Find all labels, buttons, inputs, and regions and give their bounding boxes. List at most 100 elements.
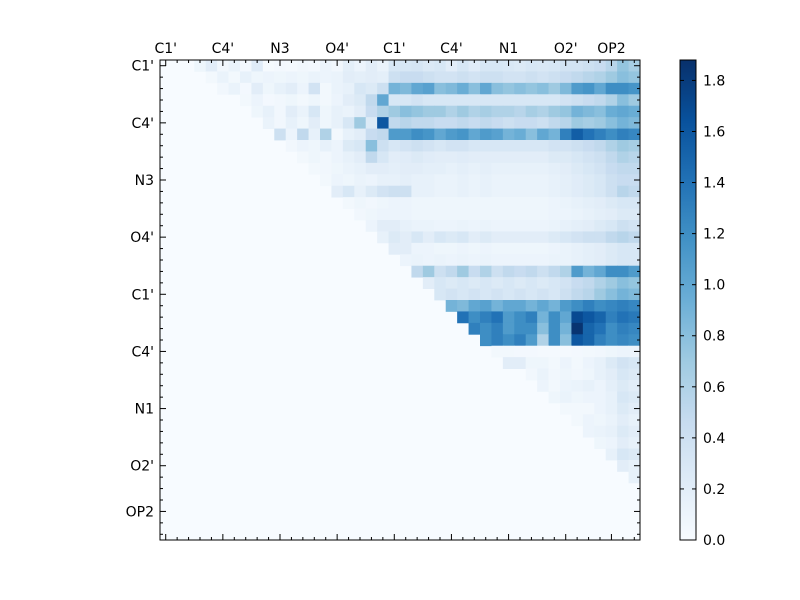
heatmap-cell bbox=[537, 151, 549, 164]
heatmap-cell bbox=[217, 82, 229, 95]
heatmap-cell bbox=[582, 71, 595, 84]
heatmap-cell bbox=[388, 71, 401, 84]
heatmap-cell bbox=[400, 140, 412, 152]
y-tick-label: OP2 bbox=[126, 504, 154, 520]
heatmap-cell bbox=[331, 82, 344, 95]
heatmap-cell bbox=[594, 174, 607, 187]
heatmap-cell bbox=[411, 174, 424, 187]
heatmap-cell bbox=[571, 254, 584, 267]
heatmap-cell bbox=[297, 140, 309, 152]
x-tick-label: C4' bbox=[212, 41, 235, 57]
heatmap-cell bbox=[525, 197, 538, 209]
heatmap-cell bbox=[537, 60, 549, 72]
heatmap-cell bbox=[468, 300, 481, 312]
heatmap-cell bbox=[525, 322, 538, 335]
heatmap-cell bbox=[251, 71, 264, 84]
heatmap-cell bbox=[377, 60, 389, 72]
heatmap-cell bbox=[491, 82, 504, 95]
heatmap-cell bbox=[365, 105, 378, 118]
heatmap-cell bbox=[617, 460, 629, 472]
heatmap-cell bbox=[582, 277, 595, 289]
heatmap-cell bbox=[560, 82, 572, 95]
heatmap-cell bbox=[548, 357, 561, 369]
heatmap-cell bbox=[548, 71, 561, 84]
x-tick-label: O2' bbox=[554, 41, 578, 57]
heatmap-cell bbox=[628, 300, 641, 312]
heatmap-cell bbox=[571, 60, 584, 72]
heatmap-cell bbox=[525, 345, 538, 358]
heatmap-cell bbox=[331, 94, 344, 107]
heatmap-cell bbox=[594, 151, 607, 164]
heatmap-cell bbox=[365, 128, 378, 141]
heatmap-cell bbox=[457, 128, 469, 141]
colorbar-tick-label: 1.2 bbox=[703, 227, 725, 243]
heatmap-cell bbox=[411, 140, 424, 152]
heatmap-cell bbox=[365, 174, 378, 187]
heatmap-cell bbox=[582, 117, 595, 129]
heatmap-cell bbox=[457, 105, 469, 118]
heatmap-cell bbox=[514, 71, 527, 84]
heatmap-cell bbox=[537, 265, 549, 278]
heatmap-cell bbox=[502, 128, 515, 141]
heatmap-cell bbox=[411, 60, 424, 72]
heatmap-cell bbox=[422, 151, 435, 164]
heatmap-cell bbox=[354, 128, 367, 141]
heatmap-cell bbox=[468, 242, 481, 255]
heatmap-cell bbox=[377, 105, 389, 118]
heatmap-cell bbox=[594, 437, 607, 449]
heatmap-cell bbox=[228, 71, 241, 84]
heatmap-cell bbox=[617, 300, 629, 312]
heatmap-cell bbox=[400, 94, 412, 107]
heatmap-cell bbox=[525, 82, 538, 95]
heatmap-cell bbox=[628, 208, 641, 221]
heatmap-cell bbox=[331, 162, 344, 175]
x-tick-label: C4' bbox=[440, 41, 463, 57]
heatmap-cell bbox=[240, 71, 252, 84]
heatmap-cell bbox=[548, 311, 561, 324]
heatmap-cell bbox=[342, 174, 355, 187]
heatmap-cell bbox=[548, 322, 561, 335]
colorbar-ticks: 0.0 0.2 0.4 0.6 0.8 1.0 1.2 1.4 1.6 1.8 bbox=[680, 73, 725, 549]
heatmap-cell bbox=[594, 197, 607, 209]
heatmap-cell bbox=[548, 220, 561, 232]
heatmap-cell bbox=[422, 60, 435, 72]
heatmap-cell bbox=[628, 471, 641, 484]
heatmap-cell bbox=[605, 174, 618, 187]
heatmap-cell bbox=[411, 208, 424, 221]
heatmap-cell bbox=[377, 208, 389, 221]
heatmap-cell bbox=[605, 128, 618, 141]
heatmap-cell bbox=[617, 288, 629, 301]
heatmap-cell bbox=[468, 197, 481, 209]
heatmap-cell bbox=[434, 265, 447, 278]
heatmap-cell bbox=[582, 391, 595, 404]
heatmap-cell bbox=[605, 345, 618, 358]
heatmap-cell bbox=[308, 82, 321, 95]
x-tick-label: C1' bbox=[383, 41, 406, 57]
heatmap-cell bbox=[411, 162, 424, 175]
heatmap-cell bbox=[582, 174, 595, 187]
heatmap-cell bbox=[502, 220, 515, 232]
heatmap-cell bbox=[400, 82, 412, 95]
heatmap-cell bbox=[537, 220, 549, 232]
heatmap-cell bbox=[560, 151, 572, 164]
heatmap-cell bbox=[320, 71, 332, 84]
heatmap-cell bbox=[560, 185, 572, 198]
heatmap-cell bbox=[548, 117, 561, 129]
heatmap-cell bbox=[354, 162, 367, 175]
heatmap-cell bbox=[548, 391, 561, 404]
heatmap-cell bbox=[594, 140, 607, 152]
heatmap-cell bbox=[525, 242, 538, 255]
heatmap-cell bbox=[251, 105, 264, 118]
heatmap-cell bbox=[617, 231, 629, 244]
heatmap-cell bbox=[331, 151, 344, 164]
heatmap-cell bbox=[537, 288, 549, 301]
heatmap-cell bbox=[560, 254, 572, 267]
heatmap-cell bbox=[582, 254, 595, 267]
heatmap-cell bbox=[628, 265, 641, 278]
heatmap-cell bbox=[388, 162, 401, 175]
heatmap-cell bbox=[571, 174, 584, 187]
heatmap-cell bbox=[628, 71, 641, 84]
heatmap-cell bbox=[594, 254, 607, 267]
heatmap-cell bbox=[468, 322, 481, 335]
heatmap-cell bbox=[400, 208, 412, 221]
